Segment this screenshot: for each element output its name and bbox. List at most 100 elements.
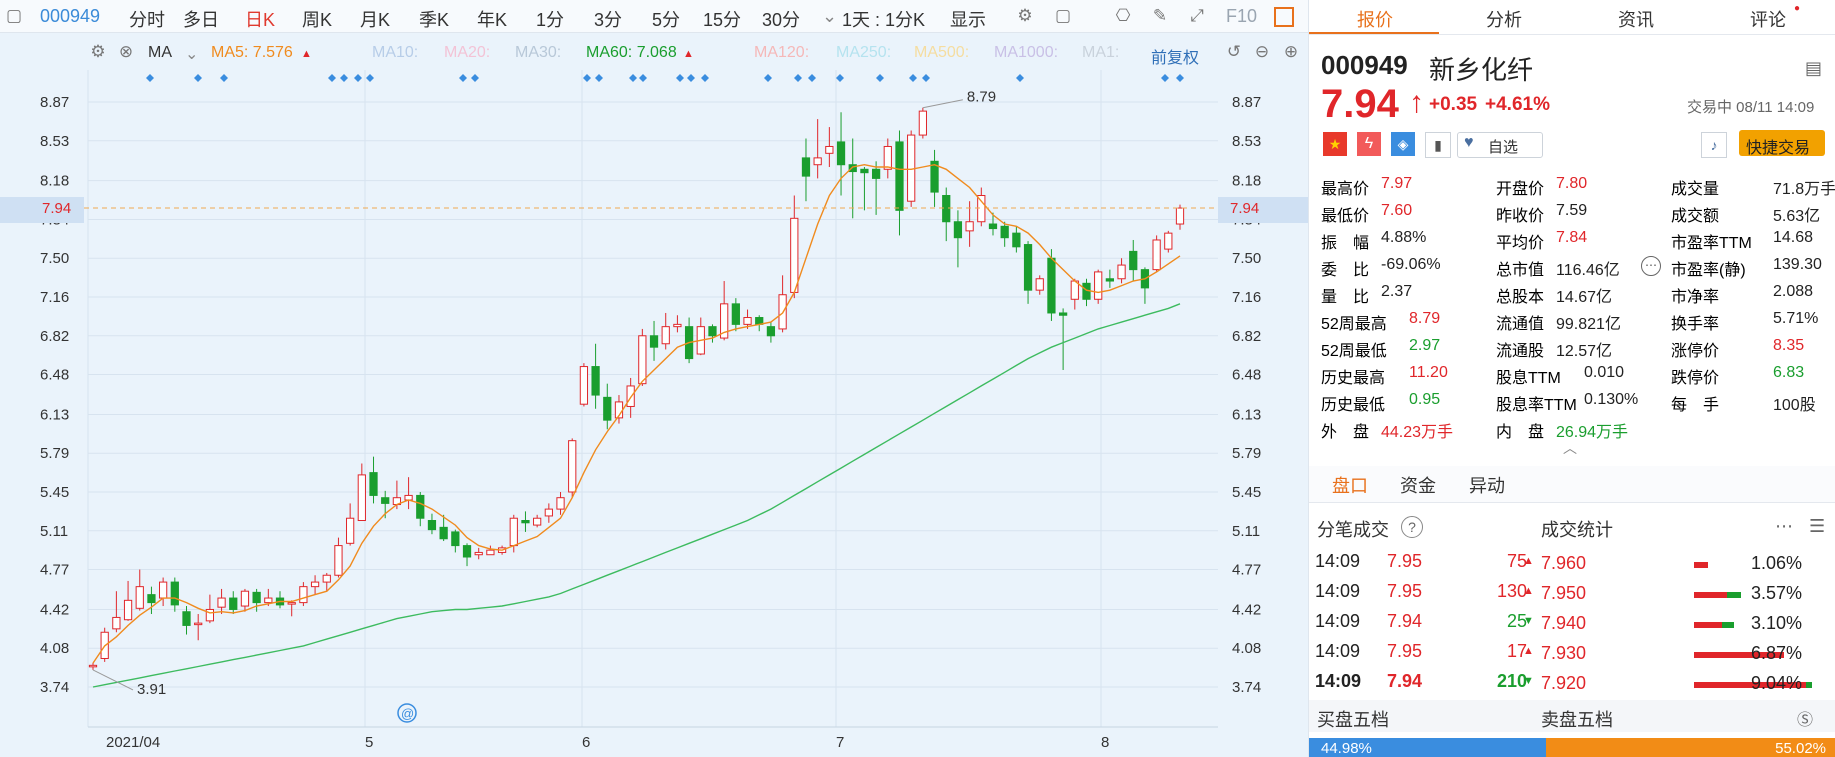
period-tab-quarterly[interactable]: 季K bbox=[419, 10, 450, 30]
period-tab-fenshi[interactable]: 分时 bbox=[129, 10, 165, 30]
candle-up bbox=[112, 616, 121, 630]
expand-chevron-icon[interactable]: ︿ bbox=[1563, 440, 1577, 456]
ma-dropdown-icon[interactable]: ⌄ bbox=[185, 46, 199, 63]
candle-up bbox=[813, 157, 822, 166]
candle-down bbox=[953, 221, 963, 239]
adjust-mode-button[interactable]: 前复权 bbox=[1151, 50, 1200, 67]
period-tab-monthly[interactable]: 月K bbox=[360, 10, 391, 30]
period-tab-daily[interactable]: 日K bbox=[245, 10, 276, 30]
kline-panel[interactable]: ▢ 000949 分时 多日 日K 周K 月K 季K 年K 1分 3分 5分 1… bbox=[0, 0, 1308, 757]
candle-down bbox=[1023, 244, 1033, 291]
candle-down bbox=[895, 141, 904, 211]
fullscreen-icon[interactable]: ⤢ bbox=[1190, 6, 1204, 25]
event-marker-icon bbox=[471, 74, 479, 82]
candle-down bbox=[147, 594, 156, 604]
quick-trade-button[interactable]: 快捷交易 bbox=[1739, 130, 1825, 157]
settings-icon[interactable]: ⚙ bbox=[1017, 6, 1033, 25]
stock-code: 000949 bbox=[1321, 50, 1408, 80]
ma500-value: MA500: bbox=[914, 44, 970, 61]
watchlist-button[interactable]: ♥ 自选 bbox=[1457, 132, 1543, 158]
price-change-pct: +4.61% bbox=[1485, 94, 1550, 115]
price-label-left: 5.79 bbox=[40, 445, 69, 462]
tag-icon[interactable]: ◈ bbox=[1391, 132, 1415, 156]
stats-pct: 3.57% bbox=[1751, 583, 1803, 603]
subtab-anomaly[interactable]: 异动 bbox=[1469, 476, 1505, 496]
tab-comments[interactable]: 评论 bbox=[1750, 10, 1786, 30]
alert-bell-icon[interactable]: ♪ bbox=[1701, 132, 1727, 158]
price-label-right: 8.53 bbox=[1232, 133, 1261, 150]
ma20-value: MA20: bbox=[444, 44, 491, 61]
event-marker-icon bbox=[220, 74, 228, 82]
candle-up bbox=[883, 145, 892, 170]
stats-volume-bar bbox=[1694, 652, 1784, 658]
period-tab-1min[interactable]: 1分 bbox=[536, 10, 565, 30]
china-flag-icon[interactable]: ★ bbox=[1323, 132, 1347, 156]
period-tab-multiday[interactable]: 多日 bbox=[183, 10, 219, 30]
candle-down bbox=[1047, 257, 1056, 314]
period-tab-yearly[interactable]: 年K bbox=[477, 10, 508, 30]
quote-field-value: 7.80 bbox=[1556, 175, 1588, 192]
camera-icon[interactable]: ⎔ bbox=[1115, 6, 1131, 25]
event-marker-icon bbox=[639, 74, 647, 82]
candle-up bbox=[533, 517, 542, 526]
tab-quote[interactable]: 报价 bbox=[1357, 10, 1393, 30]
subtab-orderbook[interactable]: 盘口 bbox=[1332, 476, 1368, 496]
collapse-icon[interactable]: ▤ bbox=[1805, 58, 1823, 78]
last-price: 7.94 bbox=[1321, 82, 1399, 126]
undo-icon[interactable]: ↺ bbox=[1226, 42, 1242, 61]
candlestick-chart[interactable]: 8.878.878.538.538.188.187.847.847.507.50… bbox=[0, 0, 1308, 757]
period-dropdown-icon[interactable]: ⌄ bbox=[822, 6, 838, 26]
candle-up bbox=[790, 217, 799, 293]
zoom-in-icon[interactable]: ⊕ bbox=[1283, 42, 1299, 61]
quote-field-label: 52周最低 bbox=[1321, 343, 1387, 360]
ma1000-value: MA1000: bbox=[994, 44, 1059, 61]
event-marker-icon bbox=[366, 74, 374, 82]
candle-up bbox=[264, 597, 273, 604]
quote-field-label: 成交额 bbox=[1671, 208, 1720, 225]
candle-down bbox=[942, 195, 951, 223]
stats-price: 7.940 bbox=[1541, 613, 1587, 633]
bookmark-icon[interactable]: ▮ bbox=[1425, 132, 1451, 158]
f10-button[interactable]: F10 bbox=[1226, 6, 1258, 26]
period-tab-5min[interactable]: 5分 bbox=[652, 10, 681, 30]
ma-label[interactable]: MA bbox=[148, 44, 172, 61]
draw-box-icon[interactable]: ▢ bbox=[1054, 6, 1072, 25]
ma-settings-icon[interactable]: ⚙ bbox=[90, 42, 106, 61]
price-label-left: 8.53 bbox=[40, 133, 69, 150]
pen-icon[interactable]: ✎ bbox=[1152, 6, 1168, 25]
period-tab-weekly[interactable]: 周K bbox=[302, 10, 333, 30]
stats-pct: 9.04% bbox=[1751, 673, 1803, 693]
zoom-out-icon[interactable]: ⊖ bbox=[1254, 42, 1270, 61]
list-icon[interactable]: ☰ bbox=[1809, 516, 1826, 536]
more-market-cap-icon[interactable]: ⋯ bbox=[1641, 256, 1661, 276]
ma-close-icon[interactable]: ⊗ bbox=[118, 42, 134, 61]
tab-analysis[interactable]: 分析 bbox=[1486, 10, 1522, 30]
subtab-capital[interactable]: 资金 bbox=[1400, 476, 1436, 496]
ma30-value: MA30: bbox=[515, 44, 562, 61]
event-marker-icon bbox=[909, 74, 917, 82]
trade-volume: 210 bbox=[1496, 671, 1527, 691]
lightning-icon[interactable]: ϟ bbox=[1357, 132, 1381, 156]
stats-volume-bar bbox=[1694, 592, 1741, 598]
tab-news[interactable]: 资讯 bbox=[1618, 10, 1654, 30]
heart-icon: ♥ bbox=[1464, 134, 1474, 151]
ma5-up-icon: ▲ bbox=[301, 48, 312, 60]
sidebar-toggle-icon[interactable]: ▢ bbox=[5, 6, 23, 25]
up-arrow-icon: ▲ bbox=[1523, 555, 1534, 567]
help-icon[interactable]: ? bbox=[1401, 516, 1423, 538]
quote-field-value: 139.30 bbox=[1773, 256, 1822, 273]
candle-up bbox=[568, 440, 577, 493]
stats-volume-bar bbox=[1694, 622, 1735, 628]
panel-toggle-icon[interactable] bbox=[1274, 7, 1294, 27]
period-tab-15min[interactable]: 15分 bbox=[703, 10, 742, 30]
depth-settings-icon[interactable]: Ⓢ bbox=[1797, 712, 1814, 729]
event-marker-icon bbox=[764, 74, 772, 82]
more-icon[interactable]: ⋯ bbox=[1775, 516, 1793, 536]
candle-up bbox=[1094, 271, 1103, 300]
candle-up bbox=[217, 597, 226, 608]
price-label-right: 5.45 bbox=[1232, 484, 1261, 501]
period-tab-30min[interactable]: 30分 bbox=[762, 10, 801, 30]
display-menu[interactable]: 显示 bbox=[950, 10, 986, 30]
period-tab-3min[interactable]: 3分 bbox=[594, 10, 623, 30]
range-select[interactable]: 1天 : 1分K bbox=[842, 10, 926, 30]
